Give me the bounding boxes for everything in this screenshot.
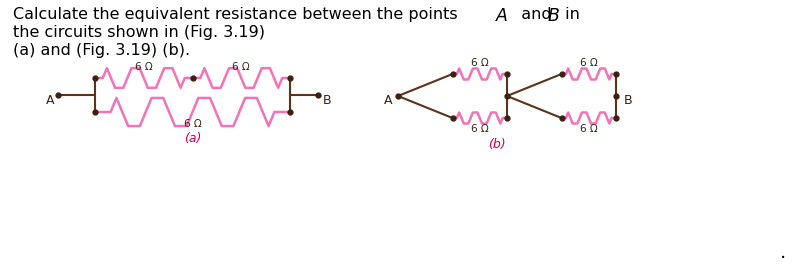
- Text: 6 Ω: 6 Ω: [580, 58, 598, 68]
- Text: 6 Ω: 6 Ω: [184, 119, 202, 129]
- Text: B: B: [322, 93, 331, 106]
- Text: A: A: [46, 93, 54, 106]
- Text: $\mathit{A}$: $\mathit{A}$: [495, 7, 509, 25]
- Text: 6 Ω: 6 Ω: [232, 62, 250, 72]
- Text: A: A: [384, 94, 392, 107]
- Text: $\mathit{B}$: $\mathit{B}$: [547, 7, 560, 25]
- Text: 6 Ω: 6 Ω: [471, 124, 489, 134]
- Text: (a): (a): [184, 132, 201, 145]
- Text: (a) and (Fig. 3.19) (b).: (a) and (Fig. 3.19) (b).: [13, 43, 190, 58]
- Text: 6 Ω: 6 Ω: [135, 62, 153, 72]
- Text: B: B: [624, 94, 632, 107]
- Text: (b): (b): [488, 138, 506, 151]
- Text: and: and: [511, 7, 562, 22]
- Text: .: .: [780, 243, 786, 262]
- Text: Calculate the equivalent resistance between the points: Calculate the equivalent resistance betw…: [13, 7, 462, 22]
- Text: in: in: [560, 7, 580, 22]
- Text: the circuits shown in (Fig. 3.19): the circuits shown in (Fig. 3.19): [13, 25, 265, 40]
- Text: 6 Ω: 6 Ω: [580, 124, 598, 134]
- Text: 6 Ω: 6 Ω: [471, 58, 489, 68]
